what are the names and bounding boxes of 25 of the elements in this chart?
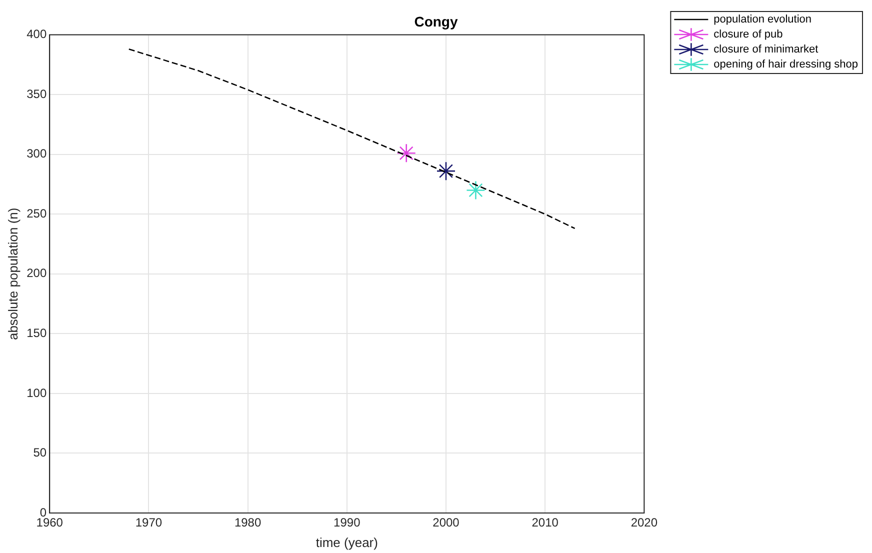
y-axis-title: absolute population (n) bbox=[5, 208, 20, 340]
y-tick-label: 50 bbox=[33, 446, 47, 460]
y-tick-label: 350 bbox=[26, 86, 47, 101]
legend-label: opening of hair dressing shop bbox=[714, 58, 858, 71]
y-tick-label: 200 bbox=[26, 266, 47, 280]
y-tick-label: 300 bbox=[26, 146, 47, 161]
x-tick-label: 1980 bbox=[234, 516, 262, 530]
x-tick-label: 2010 bbox=[532, 516, 559, 530]
x-axis-title: time (year) bbox=[316, 534, 378, 550]
legend-label: closure of minimarket bbox=[714, 44, 818, 56]
point bbox=[436, 161, 456, 181]
point bbox=[396, 144, 416, 163]
y-tick-label: 400 bbox=[26, 27, 47, 42]
chart-title: Congy bbox=[414, 13, 458, 30]
legend-label: population evolution bbox=[714, 14, 812, 26]
y-tick-label: 250 bbox=[26, 206, 47, 220]
line-series bbox=[128, 48, 576, 230]
legend-label: closure of pub bbox=[714, 28, 783, 41]
y-tick-label: 150 bbox=[26, 326, 47, 340]
x-tick-label: 1990 bbox=[334, 516, 361, 530]
x-tick-label: 2000 bbox=[432, 516, 460, 530]
x-tick-label: 2020 bbox=[630, 516, 658, 530]
y-tick-label: 100 bbox=[26, 386, 47, 400]
point bbox=[466, 180, 486, 200]
x-tick-label: 1970 bbox=[135, 516, 162, 530]
